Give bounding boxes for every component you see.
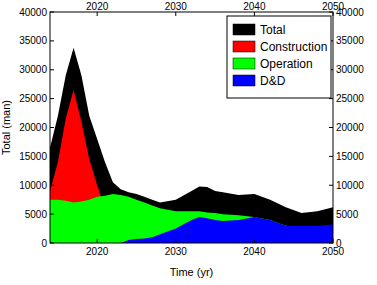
y-tick (50, 185, 54, 186)
legend-label: Operation (260, 57, 313, 71)
x-top-tick (254, 12, 255, 16)
legend-box (227, 16, 331, 98)
y-tick-label: 15000 (19, 151, 47, 162)
y-tick (50, 40, 54, 41)
legend-label: Construction (260, 40, 327, 54)
x-tick (333, 239, 334, 243)
x-tick-label: 2050 (322, 246, 345, 257)
x-top-tick (175, 12, 176, 16)
x-tick-label: 2020 (86, 246, 109, 257)
y2-tick (329, 127, 333, 128)
x-tick-label: 2040 (243, 246, 266, 257)
y-tick (50, 69, 54, 70)
x-axis-title: Time (yr) (170, 266, 214, 278)
legend-swatch (233, 58, 255, 69)
x-tick (254, 239, 255, 243)
y-tick (50, 243, 54, 244)
y-tick-label: 0 (41, 238, 47, 249)
y-axis-title: Total (man) (0, 100, 12, 155)
legend-swatch (233, 75, 255, 86)
chart: 0 5000 10000 15000 20000 25000 30000 35000 40000… (0, 0, 377, 285)
y-tick (50, 214, 54, 215)
x-top-tick-label: 2040 (243, 1, 266, 12)
legend-label: D&D (260, 74, 286, 88)
y-tick-label: 30000 (19, 64, 47, 75)
y-tick-label: 10000 (19, 180, 47, 191)
legend-swatch (233, 24, 255, 35)
plot-frame (50, 12, 333, 243)
y-tick-label: 40000 (19, 7, 47, 18)
y2-tick-label: 35000 (336, 35, 364, 46)
y2-tick-label: 25000 (336, 93, 364, 104)
x-top-tick-label: 2030 (165, 1, 188, 12)
area (50, 194, 333, 243)
y-tick (50, 12, 54, 13)
y2-tick (329, 156, 333, 157)
x-top-tick-label: 2050 (322, 1, 345, 12)
y2-tick-label: 30000 (336, 64, 364, 75)
legend-swatch (233, 41, 255, 52)
y2-tick (329, 243, 333, 244)
y-tick (50, 156, 54, 157)
y-tick-label: 35000 (19, 35, 47, 46)
y-tick (50, 127, 54, 128)
legend: Total Construction Operation D&D (227, 16, 331, 98)
x-top-tick (97, 12, 98, 16)
y2-tick (329, 214, 333, 215)
x-top-tick-label: 2020 (86, 1, 109, 12)
y2-tick-label: 10000 (336, 180, 364, 191)
y-tick (50, 98, 54, 99)
x-tick-label: 2030 (165, 246, 188, 257)
y2-tick-label: 5000 (336, 209, 359, 220)
area (50, 90, 333, 243)
x-top-tick (333, 12, 334, 16)
y2-tick-label: 20000 (336, 122, 364, 133)
y-tick-label: 25000 (19, 93, 47, 104)
y-tick-label: 5000 (25, 209, 48, 220)
legend-label: Total (260, 23, 285, 37)
x-tick (175, 239, 176, 243)
y2-tick-label: 15000 (336, 151, 364, 162)
y2-tick (329, 185, 333, 186)
area (50, 217, 333, 243)
background (0, 0, 377, 285)
y-tick-label: 20000 (19, 122, 47, 133)
x-tick (97, 239, 98, 243)
